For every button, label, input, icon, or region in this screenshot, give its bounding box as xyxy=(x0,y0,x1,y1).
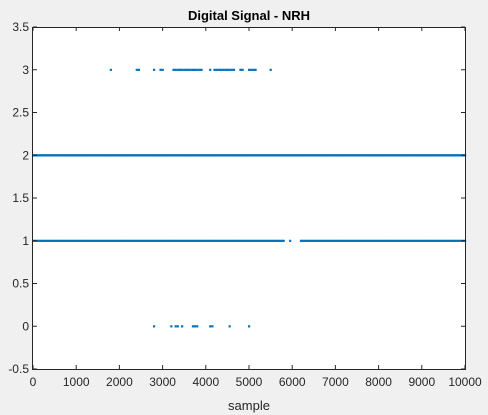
data-point xyxy=(153,325,155,327)
data-point xyxy=(209,69,211,71)
data-point xyxy=(229,325,231,327)
plot-area xyxy=(32,27,466,370)
data-point xyxy=(159,69,161,71)
data-point xyxy=(194,325,196,327)
data-point xyxy=(229,69,231,71)
data-point xyxy=(153,69,155,71)
x-tick-label: 0 xyxy=(30,375,37,389)
data-point xyxy=(138,69,140,71)
x-tick-label: 5000 xyxy=(236,375,263,389)
data-point xyxy=(196,325,198,327)
data-point xyxy=(181,325,183,327)
y-tick-label: 3.5 xyxy=(12,20,29,34)
data-point xyxy=(270,69,272,71)
data-point xyxy=(200,69,202,71)
x-tick-label: 1000 xyxy=(63,375,90,389)
data-point xyxy=(248,325,250,327)
x-tick-label: 7000 xyxy=(322,375,349,389)
data-point xyxy=(196,69,198,71)
data-point xyxy=(110,69,112,71)
data-point xyxy=(188,69,190,71)
data-point xyxy=(192,69,194,71)
data-point xyxy=(162,69,164,71)
data-point xyxy=(181,69,183,71)
x-tick-label: 10000 xyxy=(448,375,482,389)
data-point xyxy=(222,69,224,71)
y-tick-label: 0.5 xyxy=(12,277,29,291)
y-tick-label: 1 xyxy=(22,234,29,248)
data-point xyxy=(136,69,138,71)
x-tick-label: 9000 xyxy=(408,375,435,389)
data-point xyxy=(172,69,174,71)
data-point xyxy=(233,69,235,71)
x-tick-label: 8000 xyxy=(365,375,392,389)
data-point xyxy=(220,69,222,71)
data-point xyxy=(213,69,215,71)
data-point xyxy=(289,240,291,242)
data-point xyxy=(254,69,256,71)
data-point xyxy=(185,69,187,71)
data-point xyxy=(183,69,185,71)
data-point xyxy=(216,69,218,71)
data-point xyxy=(175,69,177,71)
data-point xyxy=(175,325,177,327)
data-point xyxy=(177,325,179,327)
y-tick-label: 2 xyxy=(22,148,29,162)
data-point xyxy=(248,69,250,71)
data-point xyxy=(242,69,244,71)
x-tick-label: 2000 xyxy=(106,375,133,389)
data-point xyxy=(283,240,285,242)
x-axis-label: sample xyxy=(228,398,270,413)
data-point xyxy=(250,69,252,71)
data-point xyxy=(252,69,254,71)
y-tick-label: 0 xyxy=(22,319,29,333)
data-point xyxy=(198,69,200,71)
data-point xyxy=(194,69,196,71)
data-point xyxy=(239,69,241,71)
data-point xyxy=(177,69,179,71)
data-point xyxy=(192,325,194,327)
data-point xyxy=(226,69,228,71)
data-point xyxy=(170,325,172,327)
data-point xyxy=(211,325,213,327)
data-point xyxy=(190,69,192,71)
x-tick-label: 6000 xyxy=(279,375,306,389)
y-tick-label: 2.5 xyxy=(12,106,29,120)
y-tick-label: 1.5 xyxy=(12,191,29,205)
data-point xyxy=(224,69,226,71)
chart-title: Digital Signal - NRH xyxy=(188,8,310,23)
data-point xyxy=(179,69,181,71)
data-point xyxy=(218,69,220,71)
x-tick-label: 4000 xyxy=(192,375,219,389)
data-point xyxy=(231,69,233,71)
data-point xyxy=(209,325,211,327)
y-tick-label: -0.5 xyxy=(8,362,29,376)
x-tick-label: 3000 xyxy=(149,375,176,389)
y-tick-label: 3 xyxy=(22,63,29,77)
